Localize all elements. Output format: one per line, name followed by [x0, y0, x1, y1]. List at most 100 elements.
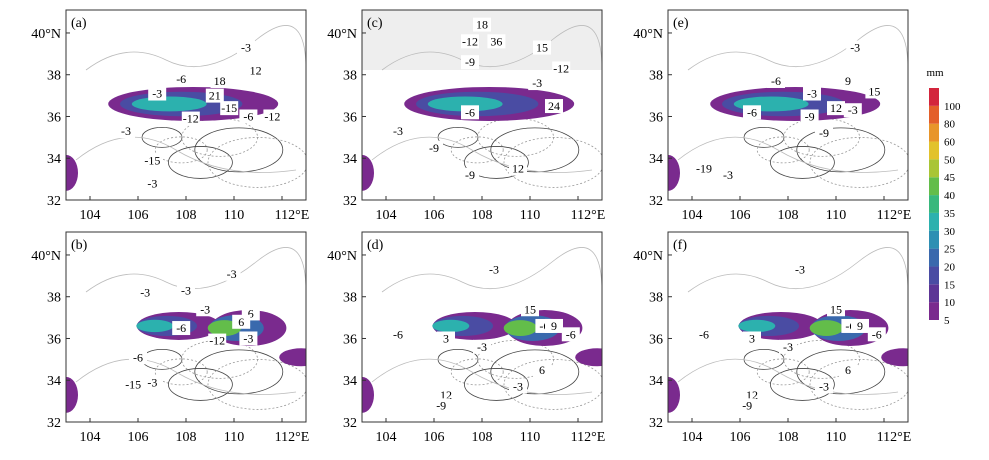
x-tick-label: 110 — [224, 208, 244, 223]
x-tick-label: 110 — [520, 430, 540, 445]
label-box — [389, 124, 407, 139]
contour-label: 15 — [868, 84, 880, 98]
colorbar-segment — [929, 141, 939, 160]
contour — [463, 146, 529, 179]
label-box — [521, 302, 539, 317]
contour-label: -3 — [241, 41, 251, 55]
colorbar-label: 80 — [944, 119, 956, 131]
label-box — [129, 350, 147, 365]
label-box — [210, 73, 229, 88]
contour-label: -3 — [819, 380, 829, 394]
contour — [756, 358, 810, 386]
colorbar-label: 20 — [944, 261, 956, 273]
y-tick-label: 34 — [47, 152, 61, 167]
label-box — [124, 377, 143, 392]
contour-label: -3 — [243, 331, 253, 345]
x-tick-label: 108 — [778, 430, 799, 445]
x-tick-label: 112°E — [877, 208, 912, 223]
precip-area — [668, 376, 680, 413]
contour-label: -3 — [147, 375, 157, 389]
contour — [207, 359, 306, 410]
contour-label: -3 — [850, 41, 860, 55]
contour-label: 36 — [490, 34, 502, 48]
contour-label: 12 — [512, 162, 524, 176]
label-box — [473, 17, 491, 32]
colorbar-segment — [929, 159, 939, 178]
x-tick-label: 112°E — [877, 430, 912, 445]
label-box — [509, 379, 527, 394]
contour — [796, 127, 886, 173]
panel-label: (d) — [367, 238, 384, 253]
contour-label: -3 — [723, 168, 733, 182]
boundary — [371, 247, 602, 395]
label-box — [143, 375, 162, 390]
label-box — [485, 262, 503, 277]
y-tick-label: 38 — [649, 69, 663, 84]
colorbar-segment — [929, 284, 939, 303]
label-box — [791, 262, 809, 277]
x-tick-label: 106 — [128, 208, 149, 223]
colorbar-label: 10 — [944, 297, 956, 309]
label-box — [561, 327, 580, 342]
contour-label: -12 — [462, 34, 478, 48]
label-box — [208, 333, 227, 348]
colorbar-segment — [929, 123, 939, 142]
precip-area — [881, 348, 908, 367]
precip-area — [66, 154, 78, 191]
precip-area — [427, 96, 503, 112]
contour-label: -15 — [221, 101, 237, 115]
label-box — [172, 71, 191, 86]
contour-label: -3 — [807, 87, 817, 101]
x-tick-label: 110 — [224, 430, 244, 445]
map-content: -3 -3 -6 6 -3 -12 6 -3 -6 -15 -3 -3 — [66, 247, 306, 413]
map-panel: -3 -6 18 12 21 -3 -15 -6 -12 -12 -3 -15 -3 (a) 104 106 1… — [31, 9, 309, 223]
contour-label: 6 — [539, 363, 545, 377]
label-box — [181, 111, 200, 126]
label-box — [865, 84, 884, 99]
contour-label: -3 — [121, 124, 131, 138]
contour — [194, 349, 284, 395]
label-box — [461, 105, 479, 120]
label-box — [827, 101, 845, 116]
y-tick-label: 36 — [649, 110, 663, 125]
map-content: 18 -12 36 15 -9 -12 -6 -3 24 -3 -9 12 -9 — [362, 10, 602, 191]
contour — [477, 117, 554, 157]
label-box — [461, 55, 479, 70]
panel-label: (e) — [673, 16, 689, 31]
map-content: -3 -6 18 12 21 -3 -15 -6 -12 -12 -3 -15 -3 — [66, 25, 306, 191]
label-box — [239, 331, 258, 346]
label-box — [246, 63, 265, 78]
colorbar-label: 40 — [944, 190, 956, 202]
contour-label: 18 — [476, 18, 488, 32]
label-box — [389, 327, 407, 342]
label-box — [461, 167, 479, 182]
colorbar-label: 25 — [944, 244, 956, 256]
contour-label: 12 — [830, 101, 842, 115]
contour-label: -3 — [783, 340, 793, 354]
label-box — [528, 76, 547, 91]
contour-label: -9 — [819, 126, 829, 140]
label-box — [800, 109, 819, 124]
label-box — [461, 34, 479, 49]
x-tick-label: 106 — [424, 430, 445, 445]
label-box — [533, 362, 551, 377]
contour — [503, 137, 602, 188]
x-tick-label: 110 — [826, 430, 846, 445]
contour-label: -12 — [209, 334, 225, 348]
y-tick-label: 36 — [343, 332, 357, 347]
colorbar-label: 15 — [944, 279, 956, 291]
label-box — [172, 321, 191, 336]
contour-label: 12 — [250, 64, 262, 78]
contour-label: -3 — [227, 267, 237, 281]
contour-label: -6 — [845, 319, 855, 333]
contour — [154, 358, 208, 386]
contour-label: 18 — [214, 74, 226, 88]
contour — [450, 136, 504, 164]
label-box — [695, 327, 713, 342]
x-tick-label: 108 — [778, 208, 799, 223]
colorbar-segment — [929, 230, 939, 249]
label-box — [473, 339, 491, 354]
label-box — [846, 40, 865, 55]
